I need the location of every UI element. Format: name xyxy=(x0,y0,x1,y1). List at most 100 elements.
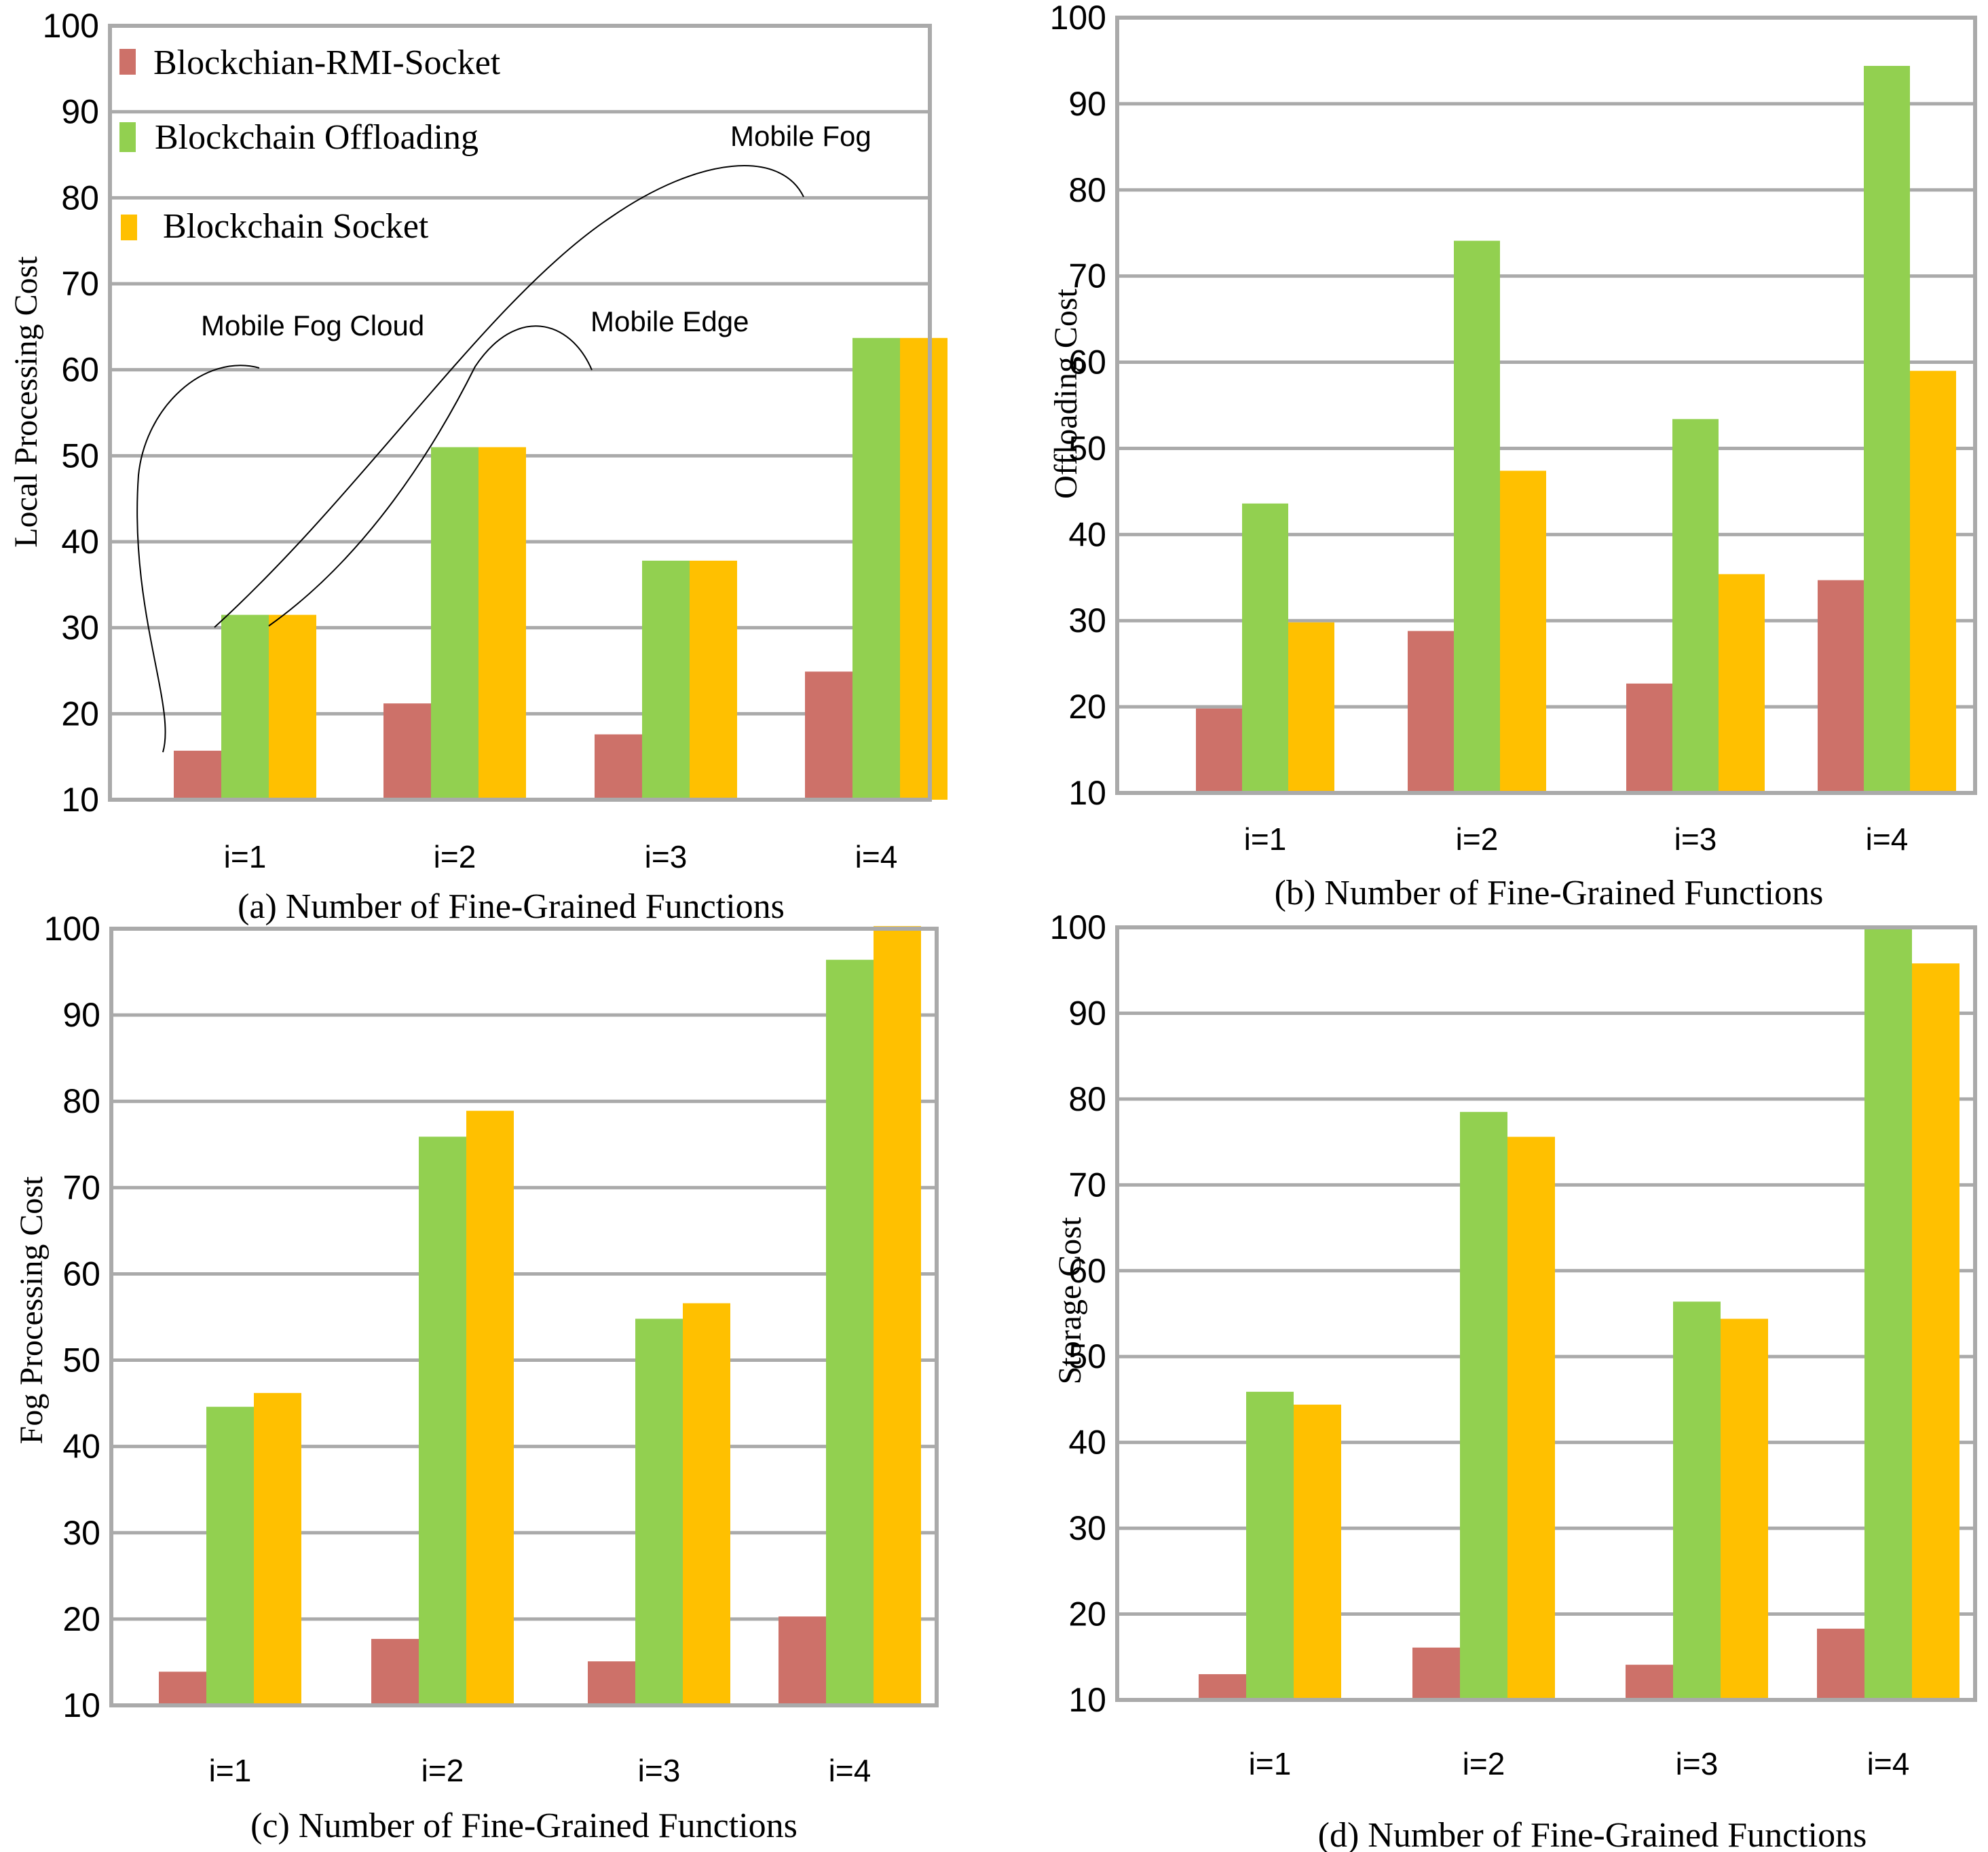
panel-a-bar-rmi-i1 xyxy=(174,750,221,800)
panel-c-x-tick-label: i=3 xyxy=(638,1753,681,1788)
panel-c-plot-frame xyxy=(109,927,939,1707)
panel-a-x-tick-label: i=3 xyxy=(645,839,688,874)
panel-a-bar-rmi-i4 xyxy=(805,671,852,800)
panel-c-bar-rmi-i3 xyxy=(588,1661,635,1705)
panel-b-y-tick-label: 20 xyxy=(1068,688,1106,726)
panel-b-bar-socket-i4 xyxy=(1910,371,1956,793)
panel-c-bar-offloading-i1 xyxy=(206,1407,254,1705)
panel-c-y-tick-label: 30 xyxy=(62,1514,100,1552)
panel-c-y-tick-label: 70 xyxy=(62,1168,100,1206)
legend: Blockchian-RMI-Socket Blockchain Offload… xyxy=(119,43,501,246)
panel-a-bar-socket-i1 xyxy=(269,614,316,800)
panel-c-y-tick-label: 50 xyxy=(62,1341,100,1379)
panel-b-bar-offloading-i3 xyxy=(1672,419,1719,793)
panel-b-bar-socket-i2 xyxy=(1500,470,1546,793)
panel-a-bar-socket-i3 xyxy=(690,560,737,800)
annotation-mobile-fog: Mobile Fog xyxy=(730,120,871,152)
panel-c-x-tick-label: i=2 xyxy=(421,1753,464,1788)
panel-b-x-tick-label: i=4 xyxy=(1866,821,1909,857)
annotation-curve-mobile-edge xyxy=(268,325,593,627)
panel-a-y-tick-label: 60 xyxy=(61,351,99,389)
panel-c-bar-socket-i1 xyxy=(254,1392,301,1705)
panel-d-y-tick-label: 80 xyxy=(1068,1080,1106,1118)
panel-d-bar-offloading-i4 xyxy=(1864,925,1912,1700)
panel-d-y-tick-label: 10 xyxy=(1068,1681,1106,1719)
legend-item-rmi-socket: Blockchian-RMI-Socket xyxy=(119,43,501,82)
legend-label-rmi-socket: Blockchian-RMI-Socket xyxy=(153,43,501,82)
legend-label-socket: Blockchain Socket xyxy=(163,207,429,246)
legend-item-offloading: Blockchain Offloading xyxy=(119,118,479,157)
legend-label-offloading: Blockchain Offloading xyxy=(155,118,479,157)
panel-a-x-tick-label: i=1 xyxy=(224,839,267,874)
panel-a-bar-rmi-i3 xyxy=(595,734,642,800)
panel-c-y-tick-label: 10 xyxy=(62,1686,100,1724)
panel-b-y-tick-label: 50 xyxy=(1068,429,1106,467)
panel-c-x-tick-label: i=4 xyxy=(829,1753,871,1788)
panel-b-y-tick-label: 30 xyxy=(1068,601,1106,640)
panel-d-x-tick-label: i=2 xyxy=(1463,1746,1505,1781)
panel-b-bar-rmi-i2 xyxy=(1408,631,1454,793)
panel-a-bars xyxy=(174,337,948,800)
panel-b-y-tick-label: 40 xyxy=(1068,515,1106,553)
panel-b-plot-frame xyxy=(1115,16,1977,795)
panel-b-x-tick-label: i=2 xyxy=(1456,821,1499,857)
panel-a-x-axis-label: (a) Number of Fine-Grained Functions xyxy=(238,887,785,926)
panel-a-bar-socket-i2 xyxy=(479,447,526,800)
panel-d-bar-offloading-i1 xyxy=(1246,1392,1294,1700)
panel-b-y-axis-label: Offloading Cost xyxy=(1048,288,1084,498)
panel-d-plot-frame xyxy=(1115,925,1977,1702)
panel-d-x-axis-label: (d) Number of Fine-Grained Functions xyxy=(1318,1816,1867,1852)
panel-b-bar-offloading-i4 xyxy=(1864,66,1910,794)
panel-b-bars xyxy=(1196,66,1956,794)
panel-a-y-tick-label: 20 xyxy=(61,694,99,733)
panel-b-bar-socket-i1 xyxy=(1288,622,1334,793)
panel-d-bar-rmi-i4 xyxy=(1817,1629,1864,1700)
panel-d-y-tick-label: 70 xyxy=(1068,1166,1106,1204)
panel-d-bar-rmi-i3 xyxy=(1626,1665,1673,1700)
panel-d-bar-rmi-i1 xyxy=(1199,1674,1246,1700)
panel-a-y-tick-label: 50 xyxy=(61,437,99,475)
panel-b-y-tick-label: 100 xyxy=(1050,0,1106,37)
panel-c-bar-offloading-i2 xyxy=(419,1136,466,1705)
annotation-mobile-edge: Mobile Edge xyxy=(590,305,749,337)
panel-b-y-tick-label: 10 xyxy=(1068,774,1106,812)
panel-c-y-ticks: 10 20 30 40 50 60 70 80 90 100 xyxy=(44,910,100,1724)
panel-d-y-tick-label: 30 xyxy=(1068,1509,1106,1547)
panel-a-y-tick-label: 30 xyxy=(61,609,99,647)
panel-d-bar-socket-i1 xyxy=(1294,1405,1341,1700)
legend-swatch-socket xyxy=(121,215,137,240)
panel-d-y-tick-label: 40 xyxy=(1068,1424,1106,1462)
panel-c-y-tick-label: 20 xyxy=(62,1600,100,1638)
panel-b-bar-rmi-i4 xyxy=(1818,580,1864,793)
panel-c-y-tick-label: 100 xyxy=(44,910,100,948)
legend-item-socket: Blockchain Socket xyxy=(121,207,429,246)
annotation-curve-mobile-fog-cloud xyxy=(136,365,260,753)
panel-a-bar-offloading-i4 xyxy=(852,337,900,800)
panel-d-bars xyxy=(1199,925,1959,1700)
panel-d-bar-offloading-i3 xyxy=(1673,1301,1721,1700)
panel-d-bar-socket-i4 xyxy=(1912,963,1959,1700)
panel-b-x-tick-label: i=1 xyxy=(1244,821,1287,857)
panel-c-x-tick-label: i=1 xyxy=(209,1753,252,1788)
panel-b-y-ticks: 10 20 30 40 50 60 70 80 90 100 xyxy=(1050,0,1106,812)
panel-a-x-ticks: i=1 i=2 i=3 i=4 xyxy=(224,839,898,874)
panel-c-bar-offloading-i4 xyxy=(826,959,874,1705)
legend-swatch-offloading xyxy=(119,122,136,152)
panel-b-offloading-cost: 10 20 30 40 50 60 70 80 90 100 i=1 i=2 i=3 i=4 Offlo… xyxy=(1048,0,1977,912)
panel-c-bars xyxy=(159,926,921,1705)
panel-d-bar-socket-i2 xyxy=(1507,1136,1555,1700)
panel-a-y-tick-label: 10 xyxy=(61,781,99,819)
panel-a-local-processing-cost: 10 20 30 40 50 60 70 80 90 100 i=1 i=2 i=3 i=4 Local… xyxy=(8,7,948,926)
panel-b-y-tick-label: 70 xyxy=(1068,257,1106,295)
panel-b-x-tick-label: i=3 xyxy=(1674,821,1717,857)
annotation-curve-mobile-fog xyxy=(214,165,804,628)
panel-c-bar-rmi-i1 xyxy=(159,1671,206,1705)
panel-c-x-ticks: i=1 i=2 i=3 i=4 xyxy=(209,1753,871,1788)
panel-b-x-ticks: i=1 i=2 i=3 i=4 xyxy=(1244,821,1909,857)
panel-c-bar-socket-i2 xyxy=(466,1111,514,1705)
panel-d-x-tick-label: i=4 xyxy=(1867,1746,1910,1781)
panel-c-bar-rmi-i2 xyxy=(371,1639,419,1705)
panel-d-y-tick-label: 100 xyxy=(1050,908,1106,946)
panel-b-y-tick-label: 60 xyxy=(1068,344,1106,382)
